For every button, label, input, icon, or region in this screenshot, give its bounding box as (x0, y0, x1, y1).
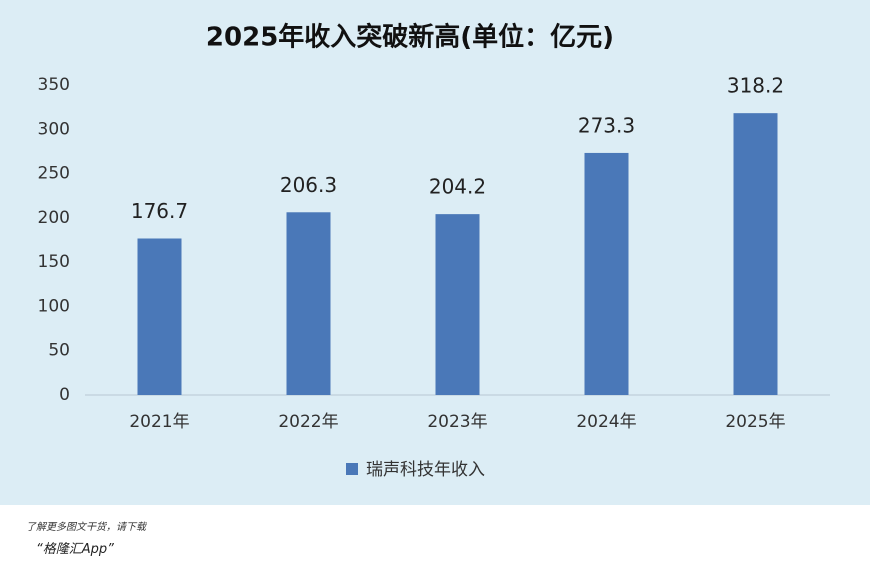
legend-swatch (346, 463, 358, 475)
y-tick-label: 150 (38, 252, 70, 272)
footer-app: “格隆汇App” (36, 542, 114, 557)
bar (435, 214, 480, 395)
x-tick-label: 2023年 (427, 412, 487, 432)
y-tick-label: 100 (38, 296, 70, 316)
x-tick-label: 2021年 (129, 412, 189, 432)
y-tick-label: 250 (38, 164, 70, 184)
legend-label: 瑞声科技年收入 (366, 460, 485, 480)
y-tick-label: 50 (48, 341, 70, 361)
data-label: 318.2 (727, 74, 784, 98)
bar (584, 152, 629, 395)
data-label: 273.3 (578, 113, 635, 137)
footer-note: 了解更多图文干货，请下载 (26, 522, 146, 533)
y-tick-label: 0 (59, 385, 70, 405)
x-tick-label: 2022年 (278, 412, 338, 432)
footer (0, 505, 870, 570)
chart: 2025年收入突破新高(单位：亿元) 0 50 100 150 200 250 300 350… (38, 22, 830, 480)
y-tick-label: 350 (38, 75, 70, 95)
bar (137, 238, 182, 395)
y-tick-label: 200 (38, 208, 70, 228)
data-label: 204.2 (429, 175, 486, 199)
data-label: 176.7 (131, 199, 188, 223)
data-label: 206.3 (280, 173, 337, 197)
bar (286, 212, 331, 395)
x-tick-label: 2025年 (725, 412, 785, 432)
x-tick-label: 2024年 (576, 412, 636, 432)
y-tick-label: 300 (38, 119, 70, 139)
chart-title: 2025年收入突破新高(单位：亿元) (206, 22, 614, 53)
bar (733, 113, 778, 395)
